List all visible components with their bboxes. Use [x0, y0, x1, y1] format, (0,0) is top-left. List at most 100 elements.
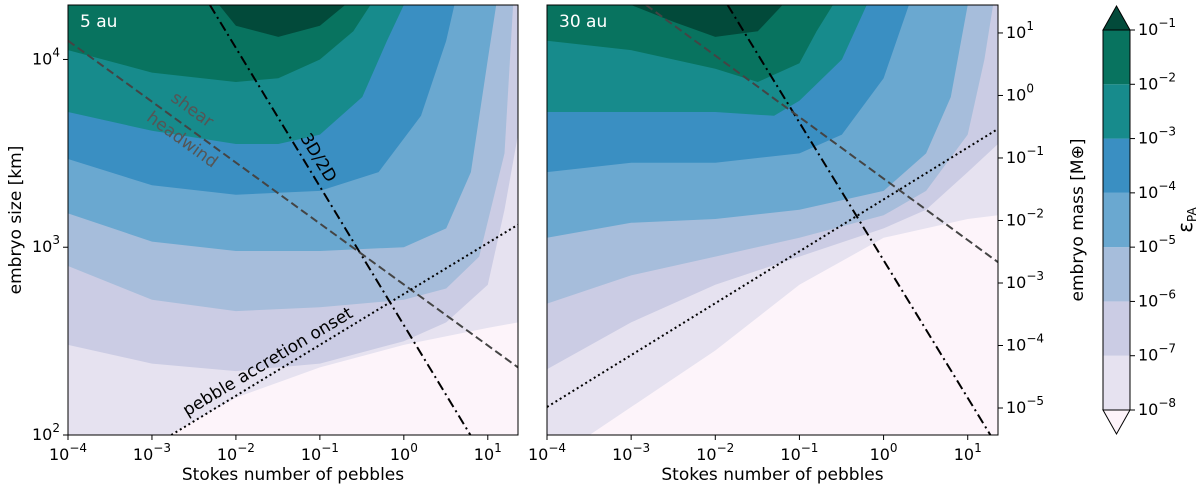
base-text: 10 — [1138, 128, 1158, 147]
y-tick-label: 104 — [32, 45, 60, 68]
exponent: 0 — [410, 441, 418, 455]
y2-tick-label: 10−5 — [1006, 394, 1044, 417]
exponent: −3 — [632, 441, 650, 455]
colorbar-tick-label: 10−5 — [1138, 233, 1176, 256]
colorbar-tick-label: 10−4 — [1138, 178, 1176, 201]
x-tick-label: 10−2 — [696, 441, 734, 464]
exponent: −2 — [237, 441, 255, 455]
base-text: 10 — [870, 445, 890, 464]
x-tick-label: 10−3 — [133, 441, 171, 464]
base-text: 10 — [1138, 291, 1158, 310]
plot-frame — [67, 4, 519, 436]
base-text: 10 — [1006, 210, 1026, 229]
exponent: 3 — [52, 233, 60, 247]
contour-region — [631, 5, 783, 37]
x-tick-label: 10−1 — [301, 441, 339, 464]
exponent: −2 — [1026, 206, 1044, 220]
y2-tick-label: 10−4 — [1006, 331, 1044, 354]
base-text: 10 — [301, 445, 321, 464]
exponent: −1 — [321, 441, 339, 455]
exponent: −1 — [1026, 143, 1044, 157]
guide-line — [726, 5, 992, 435]
exponent: −8 — [1158, 396, 1176, 410]
x-tick-label: 10−4 — [49, 441, 87, 464]
colorbar-tick-label: 10−6 — [1138, 287, 1176, 310]
base-text: ε — [1173, 222, 1197, 233]
x-tick-label: 10−3 — [612, 441, 650, 464]
exponent: −5 — [1158, 233, 1176, 247]
colorbar-extend — [1102, 4, 1131, 31]
panel-label: 5 au — [80, 12, 117, 32]
base-text: 10 — [390, 445, 410, 464]
x-tick-label: 100 — [390, 441, 418, 464]
panel-label: 30 au — [559, 12, 607, 32]
exponent: −5 — [1026, 394, 1044, 408]
exponent: −4 — [1158, 178, 1176, 192]
exponent: −3 — [153, 441, 171, 455]
base-text: 10 — [1138, 345, 1158, 364]
base-text: 10 — [32, 49, 52, 68]
exponent: −1 — [1158, 16, 1176, 30]
y2-axis-label: embryo mass [M⊕] — [1068, 139, 1088, 302]
colorbar-tick-label: 10−2 — [1138, 70, 1176, 93]
exponent: 1 — [494, 441, 502, 455]
base-text: 10 — [32, 425, 52, 444]
base-text: 10 — [1006, 85, 1026, 104]
base-text: 10 — [1138, 74, 1158, 93]
exponent: −4 — [548, 441, 566, 455]
x-tick-label: 10−1 — [780, 441, 818, 464]
exponent: 1 — [1026, 18, 1034, 32]
y-tick-label: 103 — [32, 233, 60, 256]
exponent: 0 — [1026, 81, 1034, 95]
exponent: −2 — [717, 441, 735, 455]
guide-line — [547, 128, 998, 408]
base-text: 10 — [133, 445, 153, 464]
contour-region — [219, 5, 346, 37]
base-text: 10 — [954, 445, 974, 464]
colorbar-segment — [1103, 301, 1130, 356]
y2-tick-label: 100 — [1006, 81, 1034, 104]
colorbar-segment — [1103, 355, 1130, 410]
guide-line — [645, 5, 998, 264]
exponent: −1 — [801, 441, 819, 455]
colorbar-label: εPA — [1173, 206, 1199, 232]
subscript: PA — [1185, 206, 1199, 221]
x-tick-label: 101 — [474, 441, 502, 464]
guide-line — [209, 5, 472, 435]
plot-area — [547, 5, 998, 435]
y-axis-label: embryo size [km] — [6, 146, 26, 295]
base-text: 10 — [1138, 400, 1158, 419]
exponent: 0 — [890, 441, 898, 455]
exponent: 4 — [52, 45, 60, 59]
colorbar-segment — [1103, 84, 1130, 139]
base-text: 10 — [217, 445, 237, 464]
colorbar-segment — [1103, 247, 1130, 302]
base-text: 10 — [474, 445, 494, 464]
colorbar-tick-label: 10−1 — [1138, 16, 1176, 39]
base-text: 10 — [528, 445, 548, 464]
base-text: 10 — [1138, 20, 1158, 39]
colorbar-tick-label: 10−8 — [1138, 396, 1176, 419]
colorbar-tick-label: 10−3 — [1138, 124, 1176, 147]
guide-line — [68, 39, 518, 369]
colorbar-segment — [1103, 192, 1130, 248]
x-axis-label: Stokes number of pebbles — [661, 465, 883, 485]
exponent: −3 — [1026, 268, 1044, 282]
base-text: 10 — [1006, 272, 1026, 291]
x-tick-label: 10−2 — [217, 441, 255, 464]
plot-area — [68, 5, 518, 435]
base-text: 10 — [696, 445, 716, 464]
base-text: 10 — [612, 445, 632, 464]
exponent: 2 — [52, 421, 60, 435]
y2-tick-label: 10−3 — [1006, 268, 1044, 291]
y2-tick-label: 10−2 — [1006, 206, 1044, 229]
base-text: 10 — [1006, 147, 1026, 166]
colorbar-frame — [1102, 29, 1131, 411]
base-text: 10 — [32, 237, 52, 256]
y2-tick-label: 10−1 — [1006, 143, 1044, 166]
base-text: 10 — [1006, 335, 1026, 354]
base-text: 10 — [1006, 398, 1026, 417]
x-axis-label: Stokes number of pebbles — [182, 465, 404, 485]
colorbar-extend — [1102, 409, 1131, 436]
base-text: 10 — [1006, 22, 1026, 41]
